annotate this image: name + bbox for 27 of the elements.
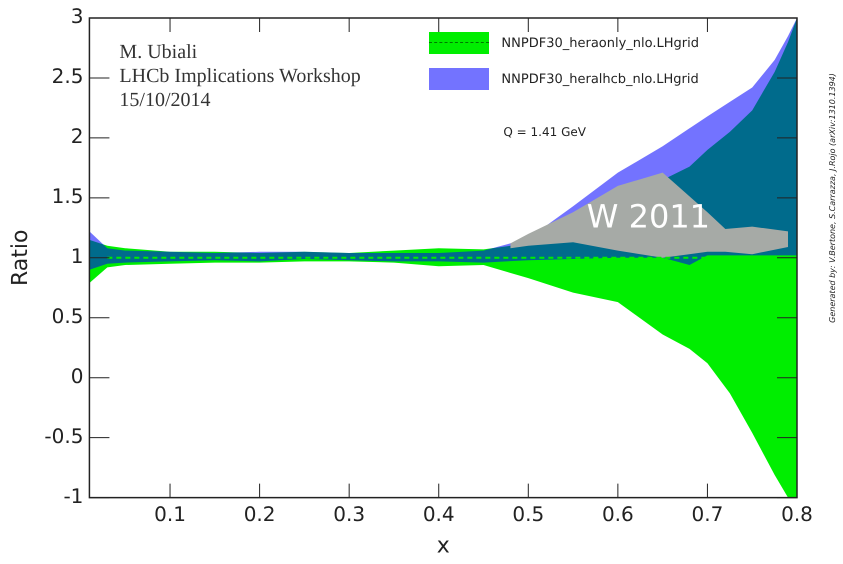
x-tick-label: 0.7 bbox=[692, 502, 724, 526]
y-tick-label: 2 bbox=[70, 124, 84, 148]
legend-label: NNPDF30_heralhcb_nlo.LHgrid bbox=[501, 72, 699, 86]
y-tick-label: -1 bbox=[63, 484, 84, 508]
text: Generated by: V.Bertone, S.Carrazza, J.Rojo (arXiv:1310.1394) bbox=[828, 73, 838, 323]
x-tick-label: 0.5 bbox=[512, 502, 544, 526]
annotation: LHCb Implications Workshop bbox=[119, 65, 361, 87]
annotation: M. Ubiali bbox=[119, 41, 198, 63]
y-tick-label: 3 bbox=[70, 4, 84, 28]
annotation: 15/10/2014 bbox=[119, 89, 211, 111]
y-tick-label: 0 bbox=[70, 364, 84, 388]
y-axis-title: Ratio bbox=[8, 230, 33, 286]
y-tick-label: -0.5 bbox=[44, 424, 84, 448]
annotation: Q = 1.41 GeV bbox=[503, 125, 587, 139]
x-tick-label: 0.6 bbox=[602, 502, 634, 526]
x-tick-label: 0.4 bbox=[422, 502, 455, 526]
x-tick-label: 0.3 bbox=[333, 502, 366, 526]
y-tick-label: 1.5 bbox=[52, 184, 84, 208]
x-tick-label: 0.8 bbox=[781, 502, 813, 526]
y-tick-label: 1 bbox=[70, 244, 84, 268]
y-tick-label: 2.5 bbox=[52, 64, 84, 88]
legend-label: NNPDF30_heraonly_nlo.LHgrid bbox=[501, 36, 699, 50]
annotation: W 2011 bbox=[586, 198, 710, 236]
y-tick-label: 0.5 bbox=[52, 304, 84, 328]
x-axis-title: x bbox=[436, 534, 450, 559]
x-tick-label: 0.2 bbox=[244, 502, 276, 526]
x-tick-label: 0.1 bbox=[154, 502, 186, 526]
